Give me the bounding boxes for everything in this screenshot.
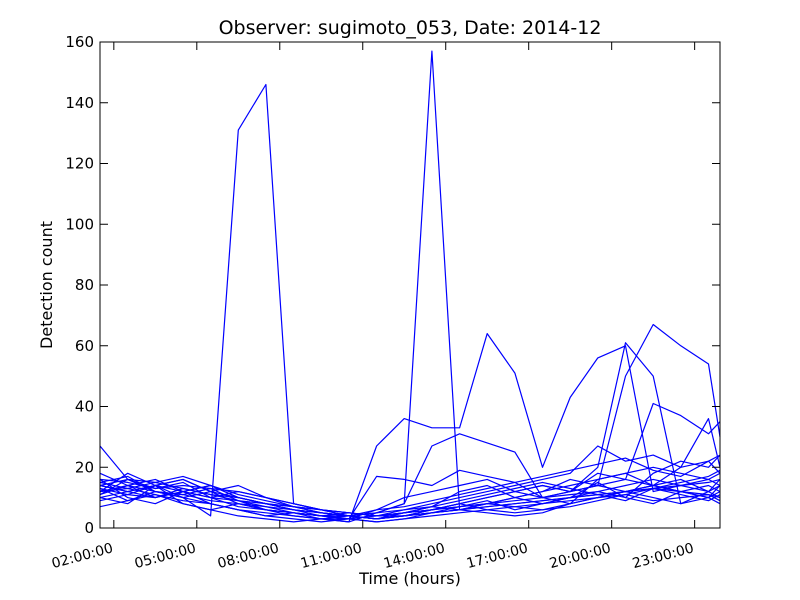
x-tick-label: 14:00:00 (382, 540, 447, 572)
y-axis-label: Detection count (37, 221, 56, 349)
series-line-19 (99, 484, 721, 517)
series-line-3 (99, 333, 721, 523)
y-tick-label: 60 (75, 337, 94, 355)
plot-frame (99, 41, 721, 529)
y-tick-label: 140 (65, 94, 94, 112)
series-line-15 (99, 494, 721, 523)
y-tick-label: 80 (75, 276, 94, 294)
series-line-8 (99, 454, 721, 517)
y-tick-label: 100 (65, 215, 94, 233)
x-axis-label: Time (hours) (358, 569, 461, 588)
series-lines (99, 50, 721, 523)
x-tick-label: 11:00:00 (299, 540, 364, 572)
x-tick-label: 17:00:00 (465, 540, 530, 572)
y-tick-label: 20 (75, 458, 94, 476)
x-tick-label: 05:00:00 (133, 540, 198, 572)
series-line-20 (99, 478, 721, 520)
axis-ticks: 0 20 40 60 80 100 120 140 160 02:00:00 05:00:00 08:… (50, 33, 720, 572)
y-tick-label: 120 (65, 155, 94, 173)
series-line-1 (99, 83, 721, 520)
y-tick-label: 40 (75, 398, 94, 416)
x-tick-label: 08:00:00 (216, 540, 281, 572)
y-tick-label: 160 (65, 33, 94, 51)
series-line-9 (99, 478, 721, 517)
x-tick-label: 02:00:00 (50, 540, 115, 572)
x-tick-label: 20:00:00 (548, 540, 613, 572)
x-tick-label: 23:00:00 (631, 540, 696, 572)
chart-title: Observer: sugimoto_053, Date: 2014-12 (219, 17, 602, 39)
series-line-13 (99, 460, 721, 520)
y-tick-label: 0 (84, 519, 94, 537)
series-line-2 (99, 50, 721, 523)
